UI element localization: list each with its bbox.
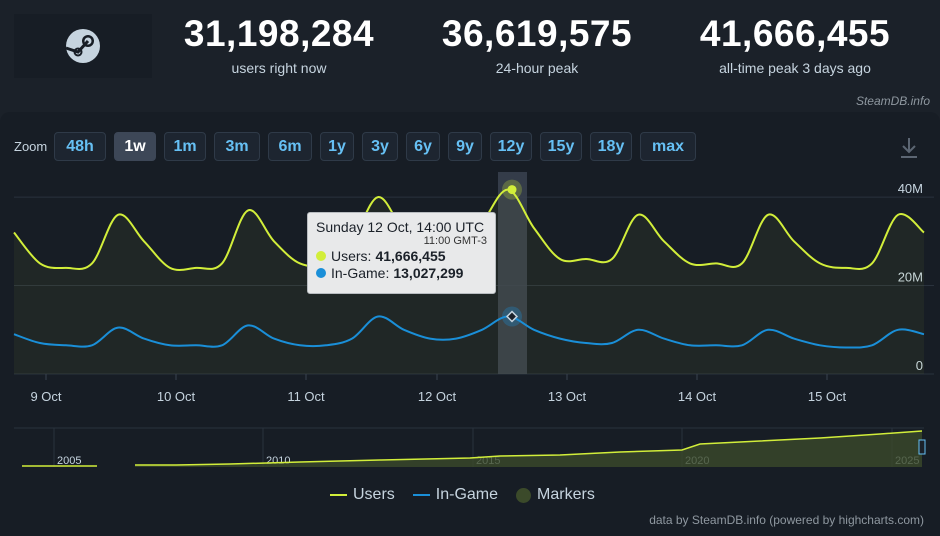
ingame-highlight-point[interactable] <box>505 310 519 323</box>
zoom-button-6m[interactable]: 6m <box>268 132 312 161</box>
stats-header: 31,198,284 users right now 36,619,575 24… <box>0 0 940 93</box>
users-line-icon <box>330 494 347 496</box>
legend-markers[interactable]: Markers <box>516 486 595 504</box>
zoom-button-3m[interactable]: 3m <box>214 132 260 161</box>
highcharts-credit[interactable]: data by SteamDB.info (powered by highcha… <box>649 513 924 527</box>
zoom-button-15y[interactable]: 15y <box>540 132 582 161</box>
y-tick-label: 0 <box>916 358 923 373</box>
legend-users-label: Users <box>353 486 395 503</box>
tooltip-ingame-label: In-Game: <box>331 265 390 281</box>
x-tick-label: 12 Oct <box>418 389 457 404</box>
zoom-button-48h[interactable]: 48h <box>54 132 106 161</box>
legend-ingame-label: In-Game <box>435 486 499 503</box>
navigator-handle[interactable] <box>918 439 926 455</box>
legend-users[interactable]: Users <box>330 486 395 504</box>
stat-value: 36,619,575 <box>441 13 633 54</box>
tooltip-ingame-value: 13,027,299 <box>393 265 464 281</box>
zoom-button-12y[interactable]: 12y <box>490 132 532 161</box>
zoom-button-1m[interactable]: 1m <box>164 132 206 161</box>
stat-value: 41,666,455 <box>699 13 891 54</box>
stat-label: all-time peak 3 days ago <box>719 60 871 76</box>
users-highlight-point[interactable] <box>507 185 517 195</box>
users-dot-icon <box>316 251 326 261</box>
tooltip-users-value: 41,666,455 <box>375 248 446 264</box>
y-tick-label: 40M <box>898 181 923 196</box>
ingame-series-line[interactable] <box>13 315 925 349</box>
tooltip-users-label: Users: <box>331 248 372 264</box>
y-tick-label: 20M <box>898 270 923 285</box>
stat-24h-peak: 36,619,575 24-hour peak <box>427 12 647 76</box>
tooltip-ingame-row: In-Game: 13,027,299 <box>316 265 487 281</box>
zoom-button-1y[interactable]: 1y <box>320 132 354 161</box>
navigator[interactable]: 20052010201520202025 <box>14 427 926 467</box>
stat-label: users right now <box>231 60 327 76</box>
navigator-area <box>135 431 922 467</box>
chart-legend: Users In-Game Markers <box>330 486 613 504</box>
zoom-button-9y[interactable]: 9y <box>448 132 482 161</box>
x-tick-label: 11 Oct <box>287 389 325 404</box>
tooltip-users-row: Users: 41,666,455 <box>316 248 487 264</box>
markers-dot-icon <box>516 487 532 503</box>
zoom-button-1w[interactable]: 1w <box>114 132 156 161</box>
x-tick-label: 9 Oct <box>30 389 61 404</box>
navigator-year-label: 2005 <box>57 455 81 467</box>
steam-logo-icon <box>65 29 100 63</box>
tooltip-title: Sunday 12 Oct, 14:00 UTC <box>316 219 485 235</box>
stat-label: 24-hour peak <box>495 60 579 76</box>
steam-logo <box>14 14 152 78</box>
tooltip-subtitle: 11:00 GMT-3 <box>423 235 487 247</box>
x-tick-label: 15 Oct <box>808 389 847 404</box>
zoom-button-18y[interactable]: 18y <box>590 132 632 161</box>
stat-alltime-peak: 41,666,455 all-time peak 3 days ago <box>685 12 905 76</box>
zoom-button-max[interactable]: max <box>640 132 696 161</box>
zoom-label: Zoom <box>14 139 48 154</box>
steamdb-credit[interactable]: SteamDB.info <box>855 94 930 108</box>
zoom-button-3y[interactable]: 3y <box>362 132 398 161</box>
chart-tooltip: Sunday 12 Oct, 14:00 UTC 11:00 GMT-3 Use… <box>307 212 496 294</box>
stat-value: 31,198,284 <box>183 13 375 54</box>
legend-ingame[interactable]: In-Game <box>412 486 499 504</box>
ingame-dot-icon <box>316 268 326 278</box>
x-tick-label: 13 Oct <box>548 389 587 404</box>
download-icon[interactable] <box>898 136 920 160</box>
x-tick-label: 10 Oct <box>157 389 196 404</box>
navigator-series-line <box>22 430 923 467</box>
zoom-button-6y[interactable]: 6y <box>406 132 440 161</box>
ingame-line-icon <box>412 494 430 496</box>
legend-markers-label: Markers <box>537 486 595 503</box>
x-tick-label: 14 Oct <box>678 389 717 404</box>
stat-current-users: 31,198,284 users right now <box>169 12 389 76</box>
